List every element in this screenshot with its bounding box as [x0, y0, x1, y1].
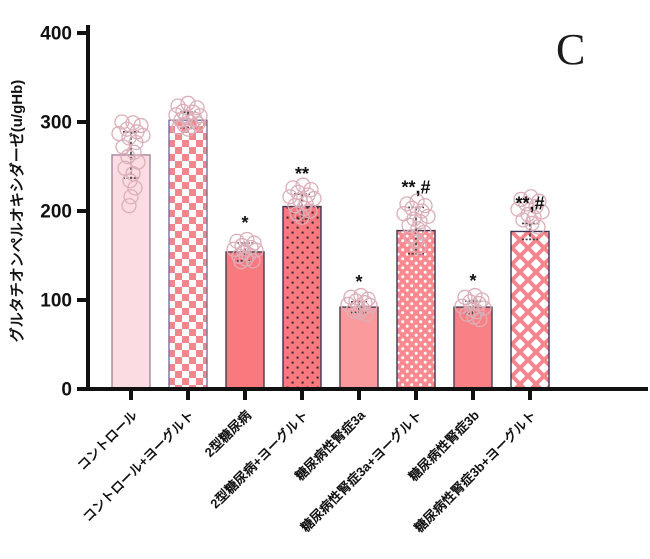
scatter-point	[168, 107, 184, 123]
scatter-points	[111, 95, 550, 328]
x-tick-label: コントロール+ヨーグルト	[80, 408, 197, 525]
scatter-point	[171, 119, 187, 135]
bar	[339, 306, 379, 390]
scatter-point	[120, 149, 136, 165]
scatter-point	[294, 209, 310, 225]
significance-label: **,#	[515, 193, 544, 213]
scatter-point	[303, 181, 319, 198]
scatter-point	[233, 254, 249, 270]
significance-annotations: ******,#***,#	[241, 164, 544, 292]
bar	[453, 306, 493, 390]
scatter-point	[121, 198, 137, 214]
y-tick-label: 200	[40, 202, 72, 223]
scatter-point	[399, 196, 415, 212]
bar	[168, 119, 208, 390]
scatter-point	[184, 118, 200, 135]
scatter-point	[528, 198, 544, 215]
significance-label: **,#	[401, 177, 430, 197]
scatter-point	[362, 297, 378, 313]
scatter-point	[510, 201, 526, 217]
scatter-point	[282, 189, 298, 205]
x-tick-label: 2型糖尿病	[202, 408, 254, 460]
x-tick-label: 糖尿病性腎症3a+ヨーグルト	[298, 408, 425, 535]
scatter-point	[360, 291, 376, 307]
scatter-point	[245, 253, 261, 269]
y-tick-label: 100	[40, 291, 72, 312]
scatter-point	[189, 100, 205, 116]
scatter-point	[403, 229, 419, 245]
scatter-point	[289, 206, 305, 222]
scatter-point	[180, 121, 196, 137]
scatter-point	[287, 198, 303, 214]
scatter-point	[530, 219, 546, 235]
scatter-point	[454, 298, 470, 314]
y-tick-label: 0	[61, 380, 72, 401]
bar	[225, 251, 265, 390]
scatter-point	[476, 300, 492, 316]
scatter-point	[513, 191, 529, 208]
significance-label: **	[295, 164, 309, 184]
scatter-point	[170, 98, 186, 114]
scatter-point	[457, 289, 473, 305]
scatter-point	[401, 217, 417, 233]
scatter-point	[518, 196, 534, 212]
scatter-point	[119, 121, 135, 137]
scatter-point	[352, 304, 368, 321]
significance-label: *	[241, 213, 248, 233]
scatter-point	[127, 180, 143, 196]
scatter-point	[472, 311, 488, 328]
panel-label: C	[556, 25, 586, 74]
y-tick-label: 300	[40, 113, 72, 134]
y-tick-labels: 0 100 200 300 400	[40, 24, 72, 401]
significance-label: *	[469, 271, 476, 291]
scatter-point	[285, 180, 301, 196]
y-axis-title: グルタチオンペルオキシダーゼ(u/gHb)	[8, 80, 26, 342]
bar	[510, 230, 550, 390]
scatter-point	[515, 212, 531, 228]
scatter-point	[123, 189, 139, 205]
x-tick-label: 糖尿病性腎症3b+ヨーグルト	[411, 408, 539, 536]
scatter-point	[125, 115, 141, 131]
scatter-point	[411, 238, 427, 255]
scatter-point	[229, 233, 245, 249]
bars	[111, 119, 550, 390]
scatter-point	[459, 306, 475, 322]
scatter-point	[358, 306, 374, 322]
significance-label: *	[355, 272, 362, 292]
scatter-point	[526, 209, 542, 225]
bar	[282, 205, 322, 390]
axes	[77, 25, 648, 400]
scatter-point	[412, 214, 428, 230]
x-tick-label: 2型糖尿病+ヨーグルト	[207, 408, 311, 512]
scatter-point	[404, 200, 420, 216]
scatter-point	[414, 203, 430, 219]
y-tick-label: 400	[40, 24, 72, 45]
